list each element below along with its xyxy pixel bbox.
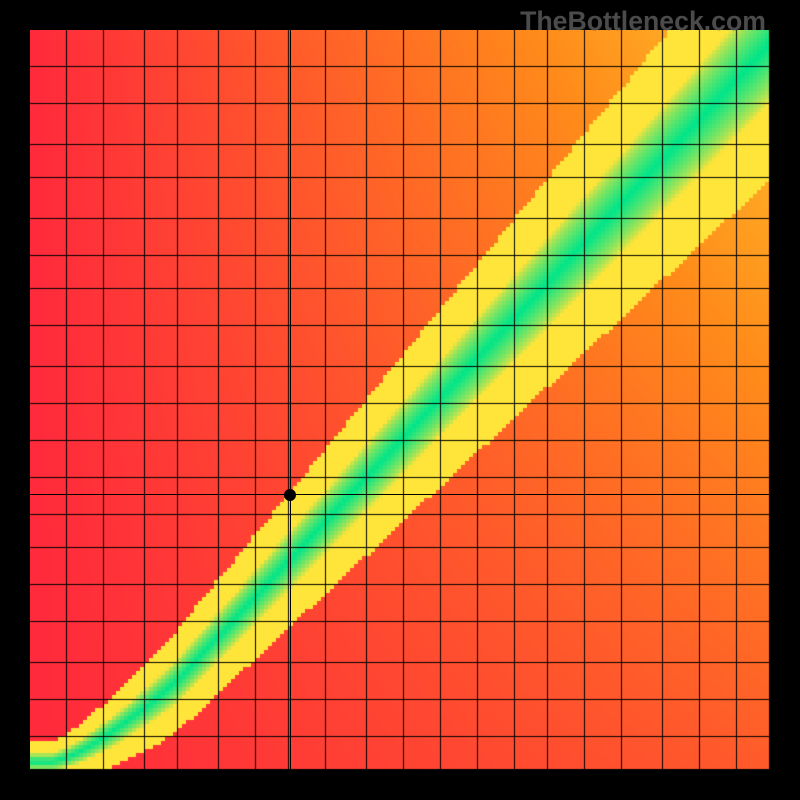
crosshair-horizontal	[30, 494, 770, 495]
crosshair-vertical	[290, 30, 291, 770]
plot-area	[30, 30, 770, 770]
heatmap-canvas	[30, 30, 770, 770]
watermark-text: TheBottleneck.com	[520, 6, 766, 37]
